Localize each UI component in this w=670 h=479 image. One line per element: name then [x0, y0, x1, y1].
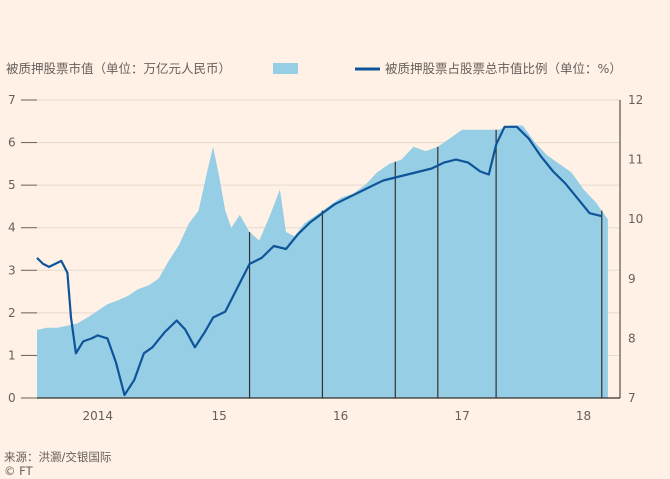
y-right-tick-label: 10 — [628, 212, 643, 226]
y-right-tick-label: 8 — [628, 331, 636, 345]
source-note: 来源：洪灏/交银国际 — [4, 450, 111, 464]
x-tick-label: 15 — [212, 409, 227, 423]
pledged-share-line — [36, 125, 603, 397]
y-left-tick-label: 3 — [8, 263, 16, 277]
y-left-tick-label: 6 — [8, 136, 16, 150]
y-right-tick-label: 11 — [628, 153, 643, 167]
y-left-tick-label: 0 — [8, 391, 16, 405]
x-tick-label: 16 — [333, 409, 348, 423]
x-tick-label: 2014 — [82, 409, 113, 423]
x-tick-label: 18 — [576, 409, 591, 423]
legend-area-label: 被质押股票市值（单位：万亿元人民币） — [6, 61, 231, 76]
legend: 被质押股票市值（单位：万亿元人民币） 被质押股票占股票总市值比例（单位：%） — [6, 61, 622, 76]
x-axis-labels: 2014 15 16 17 18 — [82, 409, 591, 423]
y-right-tick-label: 9 — [628, 272, 636, 286]
y-axis-right: 12 11 10 9 8 7 — [619, 93, 643, 405]
legend-area-swatch — [273, 63, 298, 74]
y-left-tick-label: 2 — [8, 306, 16, 320]
legend-line-label: 被质押股票占股票总市值比例（单位：%） — [385, 61, 622, 76]
y-right-tick-label: 7 — [628, 391, 636, 405]
y-left-tick-label: 5 — [8, 178, 16, 192]
ft-credit: © FT — [4, 464, 34, 478]
event-markers — [248, 129, 603, 398]
x-tick-label: 17 — [454, 409, 469, 423]
y-left-tick-label: 7 — [8, 93, 16, 107]
y-left-tick-label: 1 — [8, 348, 16, 362]
y-right-tick-label: 12 — [628, 93, 643, 107]
y-axis-left: 7 6 5 4 3 2 1 0 — [8, 93, 37, 405]
y-left-tick-label: 4 — [8, 221, 16, 235]
